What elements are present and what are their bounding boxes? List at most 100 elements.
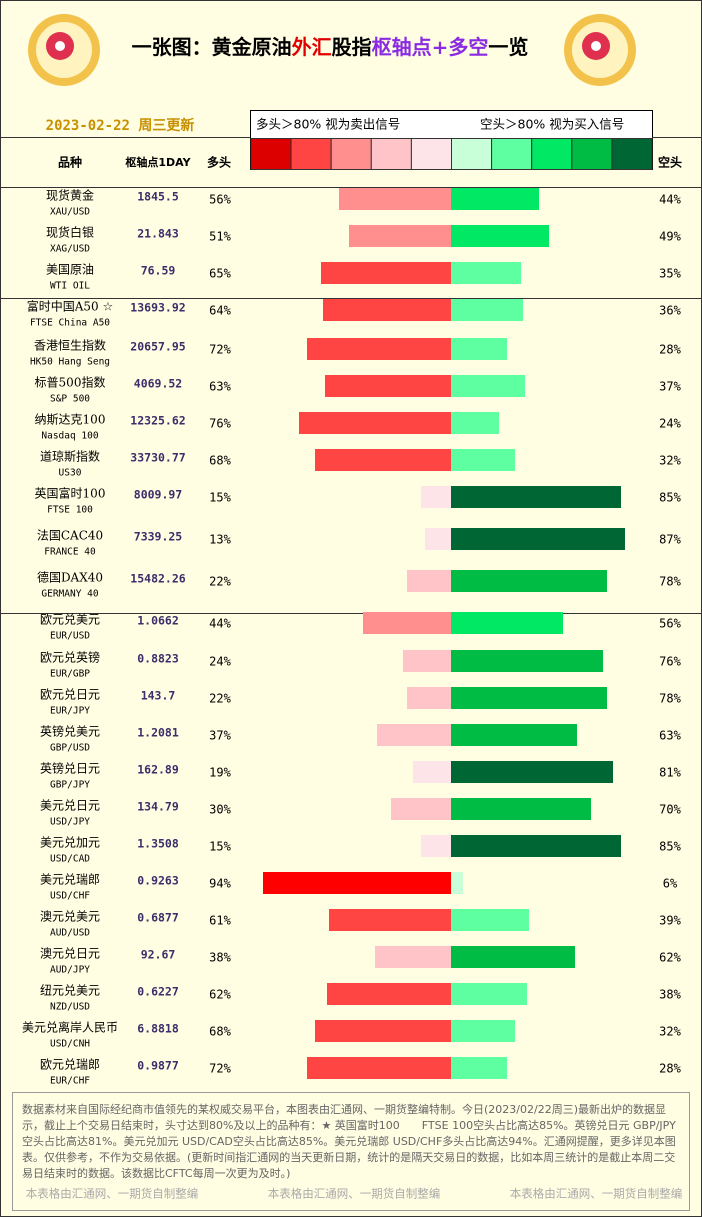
- title: 一张图：黄金原油外汇股指枢轴点+多空一览: [132, 35, 529, 59]
- long-bar: [421, 486, 451, 508]
- pivot: 1.0662: [137, 614, 179, 628]
- row-code: S&P 500: [50, 394, 90, 405]
- long-pct: 62%: [209, 988, 231, 1002]
- row-code: AUD/JPY: [50, 965, 90, 976]
- row-code: USD/JPY: [50, 817, 90, 828]
- row-code: EUR/GBP: [50, 669, 90, 680]
- legend-swatch: [370, 138, 412, 170]
- row-name: 英镑兑日元: [40, 761, 100, 776]
- row-code: XAG/USD: [50, 244, 90, 255]
- short-bar: [451, 225, 549, 247]
- short-pct: 35%: [659, 267, 681, 281]
- short-pct: 87%: [659, 533, 681, 547]
- short-bar: [451, 375, 525, 397]
- short-bar: [451, 486, 621, 508]
- row-name: 现货白银: [46, 225, 94, 240]
- pivot: 1.2081: [137, 726, 179, 740]
- short-bar: [451, 1020, 515, 1042]
- legend-swatch: [250, 138, 292, 170]
- long-pct: 56%: [209, 193, 231, 207]
- legend-swatch: [410, 138, 452, 170]
- long-pct: 22%: [209, 575, 231, 589]
- short-pct: 39%: [659, 914, 681, 928]
- long-bar: [315, 1020, 451, 1042]
- legend-short: 空头＞80% 视为买入信号: [480, 117, 624, 132]
- short-pct: 49%: [659, 230, 681, 244]
- row-name: 现货黄金: [46, 188, 94, 203]
- pivot: 13693.92: [130, 301, 185, 315]
- title-part: 股指: [332, 35, 372, 59]
- long-bar: [327, 983, 451, 1005]
- short-pct: 81%: [659, 766, 681, 780]
- row-code: EUR/JPY: [50, 706, 90, 717]
- long-bar: [323, 299, 451, 321]
- long-bar: [315, 449, 451, 471]
- row-name: 富时中国A50 ☆: [27, 299, 114, 314]
- row-code: GBP/JPY: [50, 780, 90, 791]
- long-bar: [377, 724, 451, 746]
- pivot: 21.843: [137, 227, 179, 241]
- pivot: 20657.95: [130, 340, 185, 354]
- legend-swatch: [571, 138, 613, 170]
- legend-swatch: [330, 138, 372, 170]
- short-bar: [451, 188, 539, 210]
- short-bar: [451, 262, 521, 284]
- long-pct: 72%: [209, 343, 231, 357]
- pivot: 15482.26: [130, 572, 185, 586]
- pivot: 76.59: [141, 264, 176, 278]
- long-pct: 61%: [209, 914, 231, 928]
- short-pct: 24%: [659, 417, 681, 431]
- short-bar: [451, 412, 499, 434]
- row-name: 美元兑日元: [40, 799, 100, 813]
- long-pct: 68%: [209, 454, 231, 468]
- pivot: 8009.97: [134, 488, 183, 502]
- short-bar: [451, 983, 527, 1005]
- date: 2023-02-22 周三更新: [46, 117, 195, 134]
- credit: 本表格由汇通网、一期货自制整编: [510, 1187, 683, 1201]
- long-bar: [425, 528, 451, 550]
- long-bar: [307, 338, 451, 360]
- short-bar: [451, 724, 577, 746]
- legend-swatch: [290, 138, 332, 170]
- logo: [564, 14, 636, 86]
- row-code: US30: [59, 468, 82, 479]
- pivot: 92.67: [141, 948, 176, 962]
- long-pct: 76%: [209, 417, 231, 431]
- row-code: USD/CHF: [50, 891, 90, 902]
- short-bar: [451, 798, 591, 820]
- row-code: USD/CNH: [50, 1039, 90, 1050]
- short-pct: 32%: [659, 454, 681, 468]
- row-name: 香港恒生指数: [34, 338, 106, 353]
- long-bar: [363, 612, 451, 634]
- pivot: 0.6877: [137, 911, 179, 925]
- short-pct: 38%: [659, 988, 681, 1002]
- row-code: FTSE 100: [47, 505, 93, 516]
- col-header: 多头: [207, 155, 231, 170]
- row-code: Nasdaq 100: [41, 431, 98, 442]
- col-header: 空头: [658, 155, 682, 170]
- short-pct: 56%: [659, 617, 681, 631]
- row-name: 澳元兑日元: [40, 947, 100, 961]
- long-bar: [329, 909, 451, 931]
- short-pct: 63%: [659, 729, 681, 743]
- pivot: 0.8823: [137, 652, 179, 666]
- pivot: 1.3508: [137, 837, 179, 851]
- short-bar: [451, 570, 607, 592]
- logo: [28, 14, 100, 86]
- long-pct: 44%: [209, 617, 231, 631]
- row-code: NZD/USD: [50, 1002, 90, 1013]
- title-part: 一张图：黄金原油: [132, 35, 292, 59]
- pivot: 1845.5: [137, 190, 179, 204]
- long-bar: [307, 1057, 451, 1079]
- long-bar: [325, 375, 451, 397]
- long-bar: [391, 798, 451, 820]
- pivot: 0.6227: [137, 985, 179, 999]
- row-name: 标普500指数: [35, 375, 106, 390]
- row-code: GERMANY 40: [41, 589, 98, 600]
- short-bar: [451, 528, 625, 550]
- row-name: 欧元兑日元: [40, 688, 100, 702]
- short-pct: 6%: [663, 877, 678, 891]
- row-name: 欧元兑英镑: [40, 650, 100, 665]
